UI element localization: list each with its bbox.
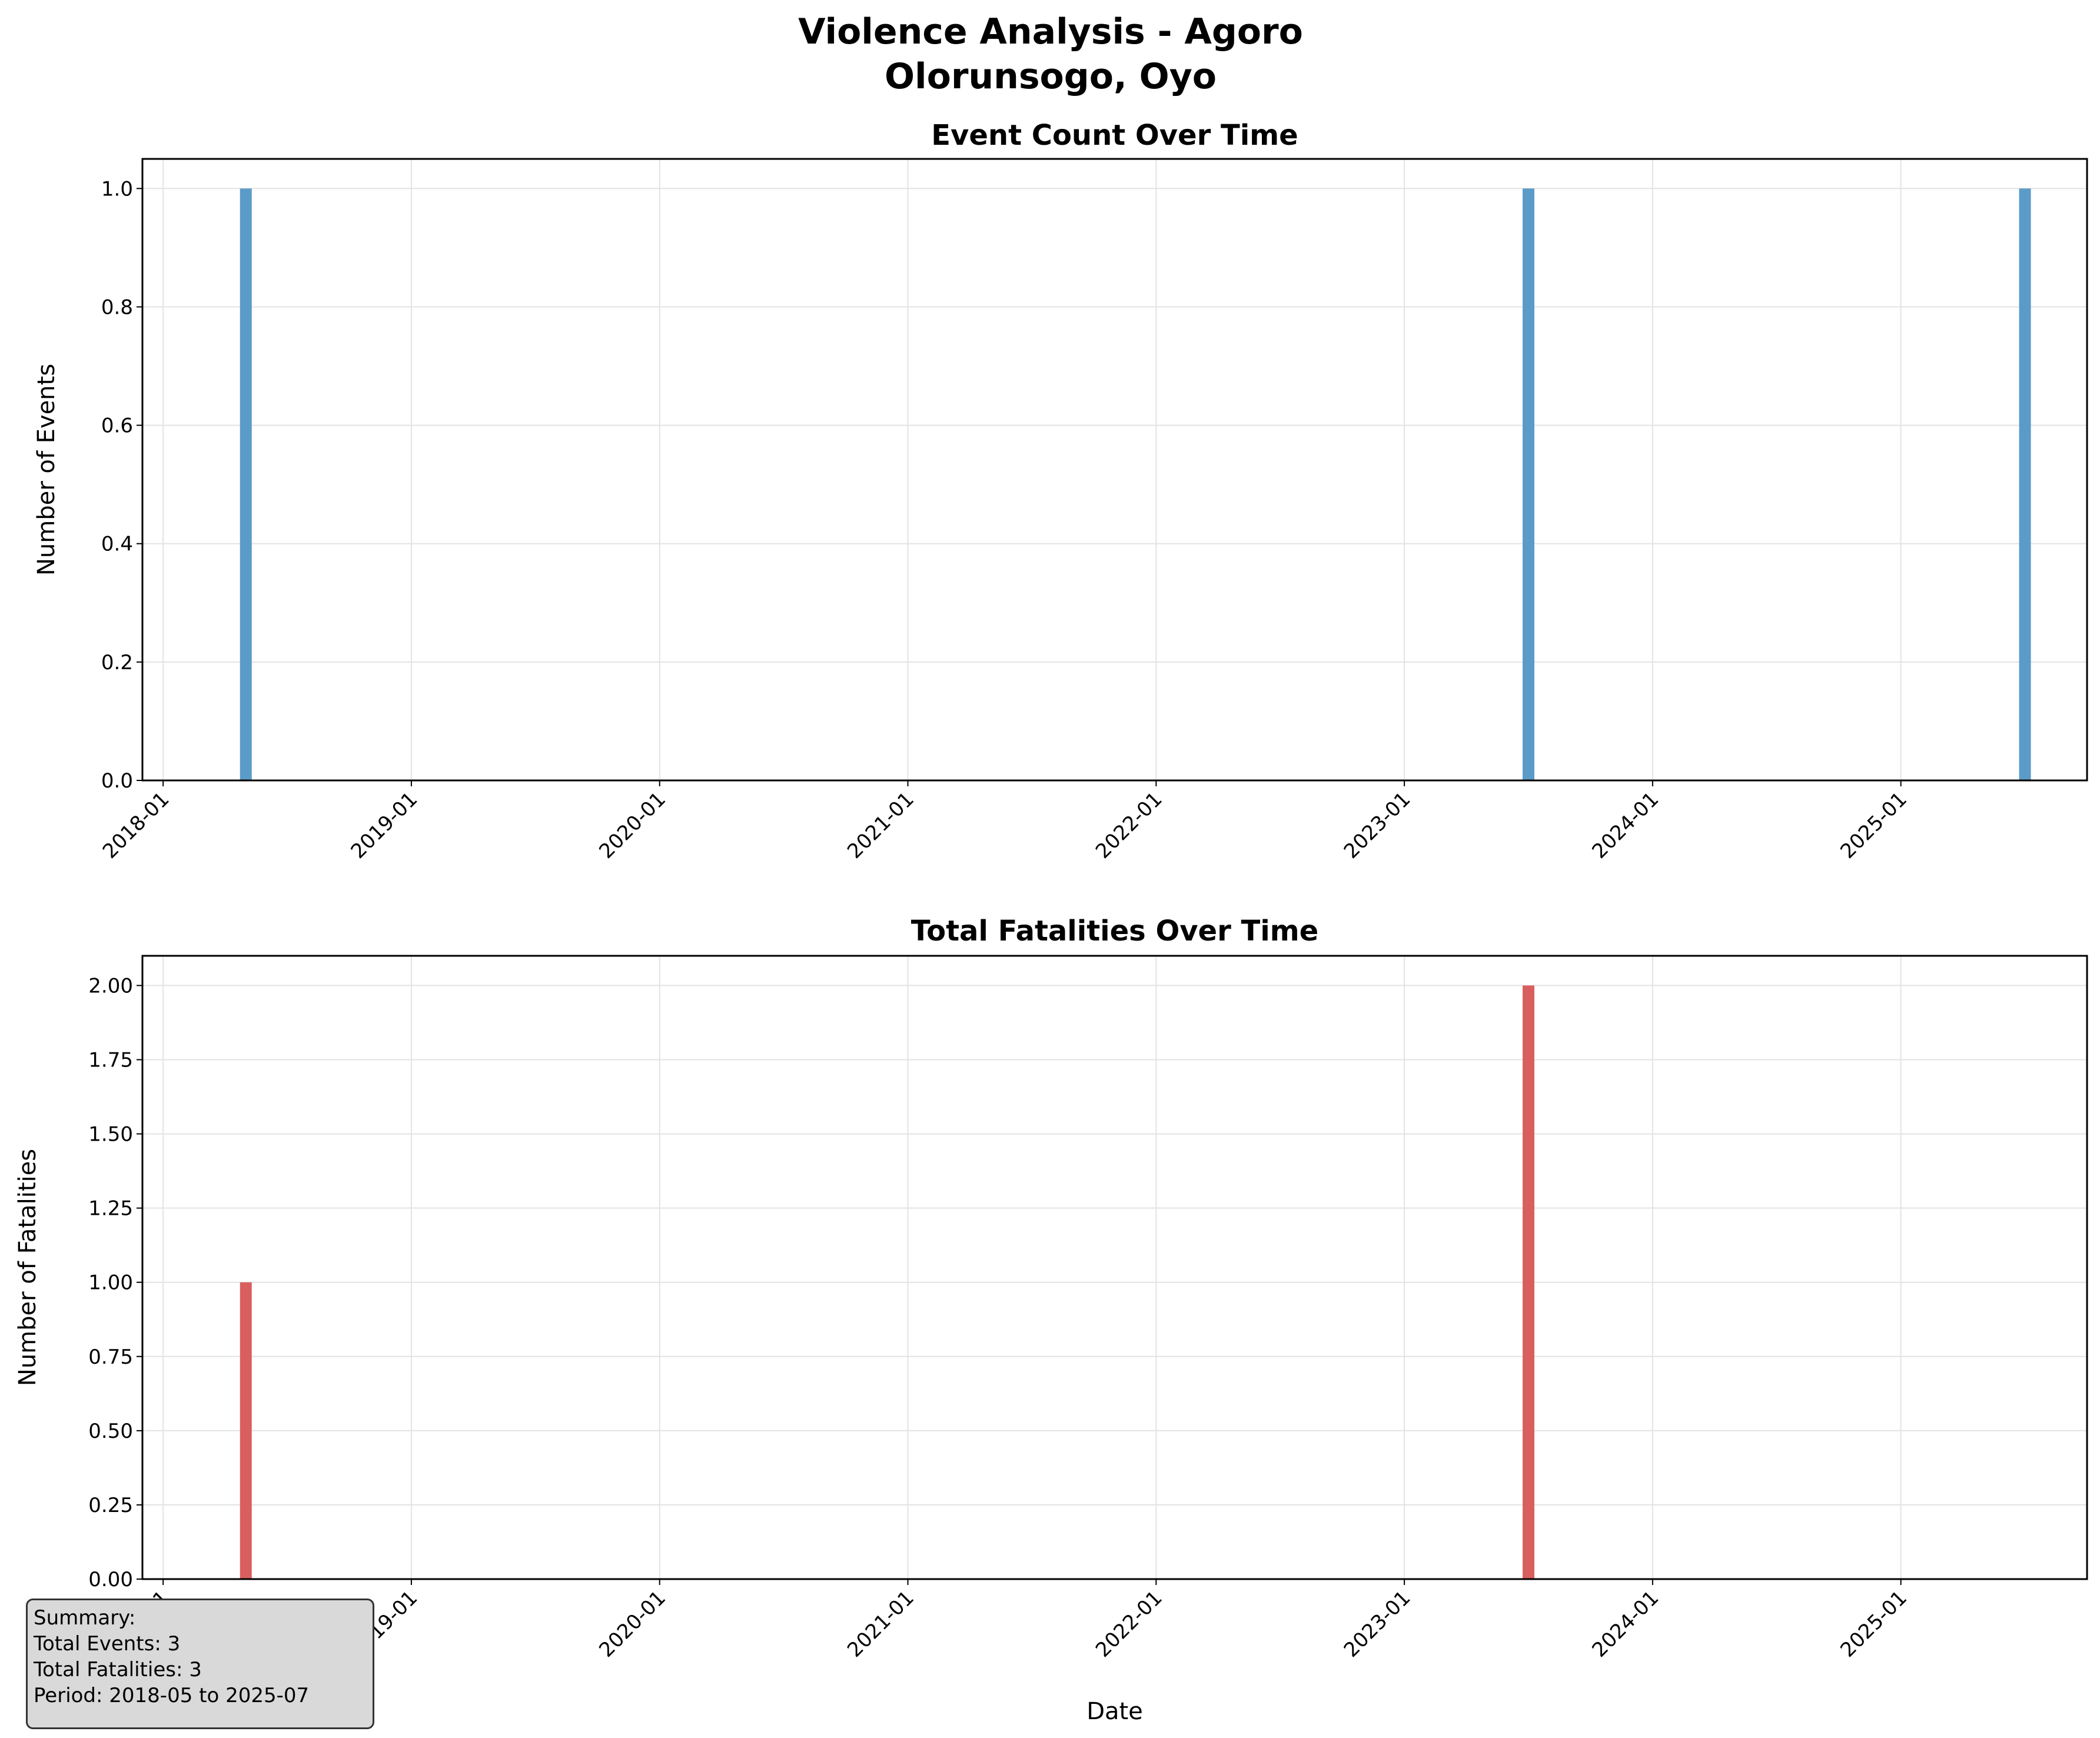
x-tick-label: 2020-01 <box>594 787 670 863</box>
x-tick-label: 2025-01 <box>1836 1586 1912 1662</box>
x-tick-label: 2021-01 <box>843 787 919 863</box>
x-tick-label: 2022-01 <box>1091 1586 1167 1662</box>
x-tick-label: 2020-01 <box>594 1586 670 1662</box>
y-tick-label: 0.75 <box>88 1345 133 1369</box>
x-tick-label: 2024-01 <box>1587 1586 1663 1662</box>
y-tick-label: 0.8 <box>101 295 133 319</box>
y-tick-label: 1.00 <box>88 1271 133 1295</box>
x-axis-label: Date <box>1086 1698 1143 1725</box>
event-count-chart: 0.0 0.2 0.4 0.6 0.8 1.0 2018-01 2019-01 2020-01 2… <box>33 119 2088 863</box>
summary-period: Period: 2018-05 to 2025-07 <box>34 1684 310 1707</box>
y-tick-label: 0.6 <box>101 414 133 438</box>
chart-title: Event Count Over Time <box>931 119 1298 152</box>
x-tick-label: 2024-01 <box>1587 787 1663 863</box>
y-tick-label: 0.2 <box>101 651 133 674</box>
y-tick-label: 1.75 <box>88 1049 133 1072</box>
chart-title: Total Fatalities Over Time <box>911 915 1318 948</box>
axes-frame <box>141 158 2088 782</box>
y-tick-label: 0.4 <box>101 533 133 556</box>
figure-title-line1: Violence Analysis - Agoro <box>798 11 1303 52</box>
x-tick-label: 2019-01 <box>347 787 423 863</box>
y-tick-label: 0.50 <box>88 1420 133 1443</box>
y-tick-label: 1.25 <box>88 1197 133 1221</box>
y-tick-label: 1.0 <box>101 177 133 201</box>
bar <box>240 188 252 780</box>
x-tick-label: 2025-01 <box>1836 787 1912 863</box>
figure-title-line2: Olorunsogo, Oyo <box>885 56 1217 97</box>
y-tick-label: 2.00 <box>88 974 133 998</box>
x-tick-label: 2021-01 <box>843 1586 919 1662</box>
summary-box: Summary: Total Events: 3 Total Fatalitie… <box>26 1599 374 1729</box>
x-tick-label: 2023-01 <box>1340 1586 1415 1662</box>
summary-heading: Summary: <box>34 1606 136 1630</box>
summary-total-events: Total Events: 3 <box>34 1632 181 1656</box>
bar <box>240 1282 252 1579</box>
bar <box>1522 985 1534 1579</box>
y-tick-label: 0.25 <box>88 1494 133 1517</box>
x-tick-label: 2018-01 <box>98 787 174 863</box>
axes-frame <box>141 955 2088 1580</box>
bar <box>2019 188 2031 780</box>
x-tick-label: 2023-01 <box>1340 787 1415 863</box>
x-tick-label: 2022-01 <box>1091 787 1167 863</box>
y-axis-label: Number of Fatalities <box>14 1149 41 1386</box>
bar <box>1522 188 1534 780</box>
summary-total-fatalities: Total Fatalities: 3 <box>34 1658 202 1681</box>
y-tick-label: 0.00 <box>88 1568 133 1591</box>
y-tick-label: 1.50 <box>88 1123 133 1147</box>
y-tick-label: 0.0 <box>101 769 133 793</box>
y-axis-label: Number of Events <box>33 364 60 576</box>
